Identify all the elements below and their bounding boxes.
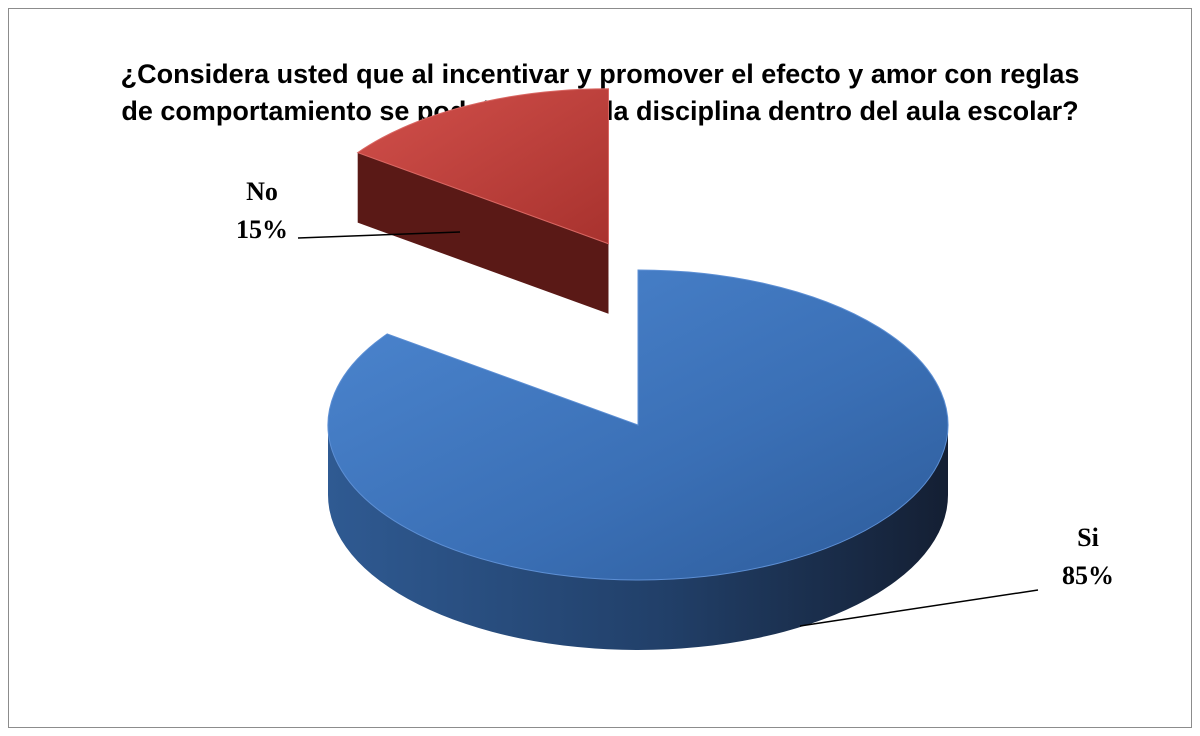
data-label-percent-no: 15%: [236, 215, 288, 244]
leader-line-no: [297, 231, 461, 239]
pie-slice-no-cut: [357, 152, 609, 314]
data-label-percent-si: 85%: [1062, 561, 1114, 590]
data-label-category-no: No: [246, 177, 278, 206]
data-label-category-si: Si: [1077, 523, 1099, 552]
pie-slice-si: [327, 269, 949, 581]
pie-slice-no: [356, 88, 609, 245]
pie-slice-si-side: [328, 425, 948, 650]
leader-line-si: [799, 589, 1039, 627]
